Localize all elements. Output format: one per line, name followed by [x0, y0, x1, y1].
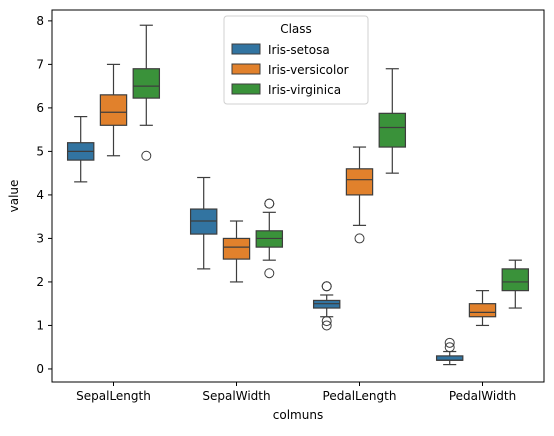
y-tick-label: 0	[36, 362, 44, 376]
box-Iris-setosa-SepalLength	[66, 115, 95, 183]
axes: 0 1 2 3 4 5 6 7 8 SepalLength SepalWidth PedalLengt…	[36, 9, 545, 403]
x-axis-label: colmuns	[273, 408, 323, 422]
outlier-point	[444, 337, 455, 348]
y-tick-label: 1	[36, 318, 44, 332]
box-Iris-virginica-SepalWidth	[255, 198, 284, 279]
legend-title: Class	[280, 22, 312, 36]
outlier-point	[354, 233, 365, 244]
y-tick-label: 7	[36, 57, 44, 71]
box-body	[345, 168, 374, 196]
x-tick-label: PedalWidth	[449, 389, 516, 403]
y-tick-label: 5	[36, 144, 44, 158]
outlier-point	[264, 268, 275, 279]
legend-box	[223, 15, 369, 105]
x-tick-label: SepalWidth	[202, 389, 270, 403]
outlier-point	[141, 150, 152, 161]
box-Iris-versicolor-PedalLength	[345, 146, 374, 244]
outlier-point	[264, 198, 275, 209]
box-Iris-virginica-PedalWidth	[501, 259, 530, 309]
outlier-point	[321, 316, 332, 327]
y-tick-label: 4	[36, 188, 44, 202]
y-tick-label: 6	[36, 101, 44, 115]
outlier-point	[444, 342, 455, 353]
x-tick-label: SepalLength	[76, 389, 151, 403]
box-body	[435, 355, 464, 361]
y-tick-label: 2	[36, 275, 44, 289]
legend-swatch	[231, 83, 261, 95]
box-body	[501, 268, 530, 292]
box-Iris-setosa-SepalWidth	[189, 176, 218, 270]
legend-entry: Iris-setosa	[268, 43, 330, 57]
box-Iris-versicolor-SepalWidth	[222, 220, 251, 283]
plot-frame	[51, 9, 545, 383]
legend: Class Iris-setosa Iris-versicolor Iris-virg…	[223, 15, 369, 105]
box-Iris-virginica-SepalLength	[132, 24, 161, 161]
box-plot-marks	[66, 24, 530, 366]
legend-entry: Iris-virginica	[268, 83, 341, 97]
legend-swatch	[231, 63, 261, 75]
legend-entry: Iris-versicolor	[268, 63, 349, 77]
legend-swatch	[231, 43, 261, 55]
y-tick-label: 8	[36, 14, 44, 28]
box-body	[378, 112, 407, 148]
box-body	[99, 94, 128, 126]
box-body	[222, 237, 251, 260]
box-Iris-virginica-PedalLength	[378, 68, 407, 174]
y-tick-label: 3	[36, 231, 44, 245]
box-Iris-versicolor-SepalLength	[99, 63, 128, 157]
outlier-point	[321, 281, 332, 292]
box-body	[468, 303, 497, 318]
box-Iris-versicolor-PedalWidth	[468, 290, 497, 327]
box-Iris-setosa-PedalLength	[312, 281, 341, 331]
box-body	[132, 68, 161, 99]
y-axis-label: value	[7, 180, 21, 213]
box-Iris-setosa-PedalWidth	[435, 337, 464, 366]
x-tick-label: PedalLength	[323, 389, 397, 403]
outlier-point	[321, 320, 332, 331]
